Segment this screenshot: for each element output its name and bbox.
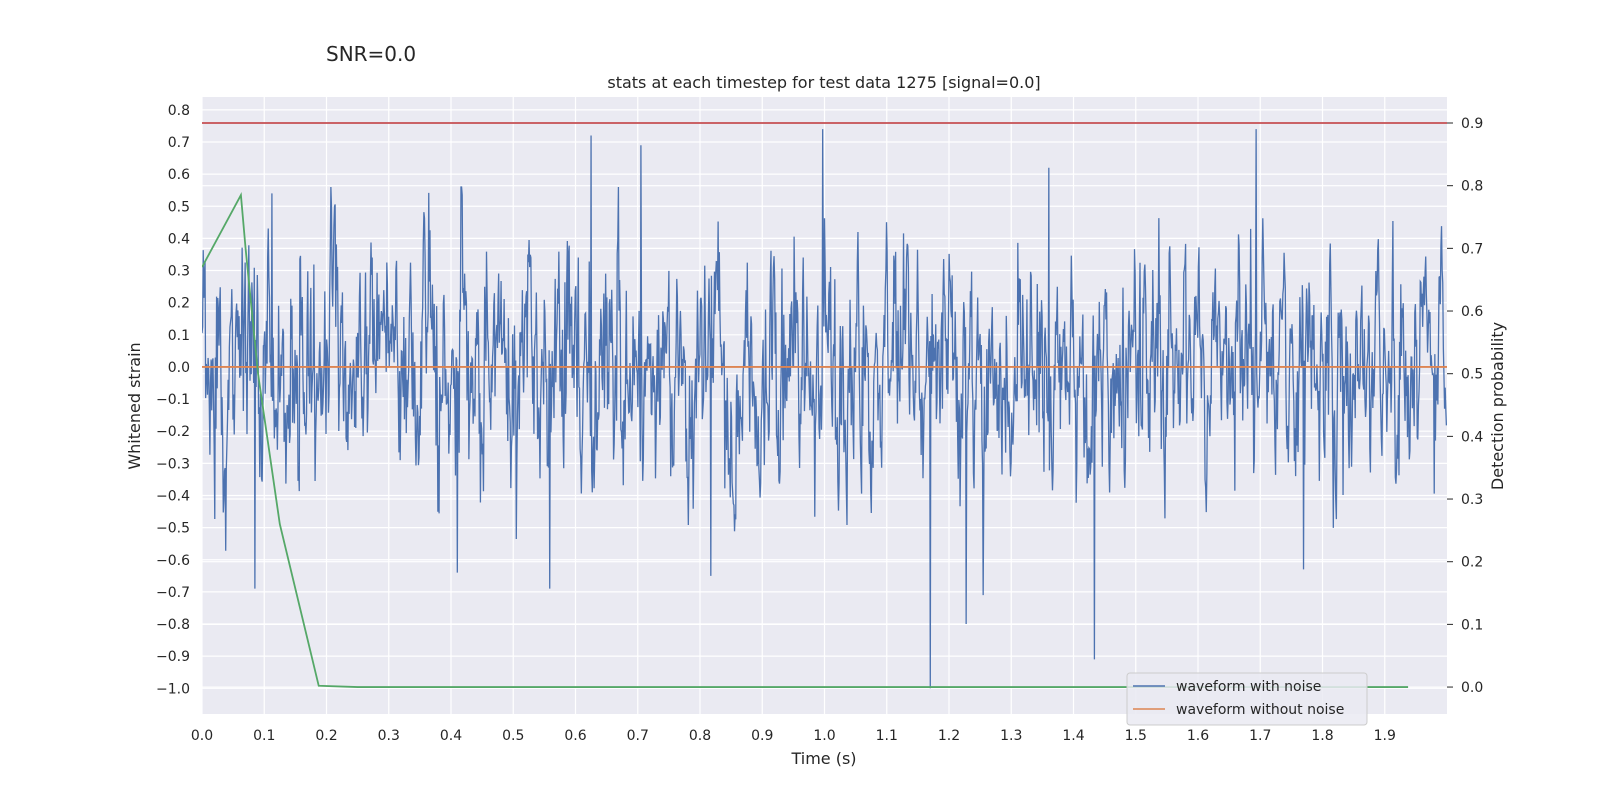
x-tick-label: 0.2	[315, 728, 337, 744]
y-right-tick-label: 0.1	[1461, 617, 1483, 633]
y-tick-label: 0.2	[168, 296, 190, 312]
y-axis-label: Whitened strain	[125, 342, 144, 469]
y-tick-label: 0.3	[168, 264, 190, 280]
y-tick-label: 0.7	[168, 135, 190, 151]
y-tick-label: 0.0	[168, 360, 190, 376]
plot-layer	[202, 122, 1447, 689]
y-right-tick-label: 0.5	[1461, 367, 1483, 383]
x-tick-label: 0.3	[378, 728, 400, 744]
x-tick-label: 0.7	[627, 728, 649, 744]
y-tick-label: −0.1	[156, 392, 190, 408]
y-tick-label: −0.8	[156, 617, 190, 633]
y-axis-right-label: Detection probability	[1488, 322, 1507, 490]
x-axis-label: Time (s)	[790, 749, 856, 768]
y-tick-label: −0.4	[156, 488, 190, 504]
legend: waveform with noise waveform without noi…	[1126, 672, 1368, 726]
y-tick-label: −0.6	[156, 553, 190, 569]
y-tick-label: 0.4	[168, 231, 190, 247]
x-axis-ticks: 0.0 0.1 0.2 0.3 0.4 0.5 0.6 0.7 0.8 0.9 1.0 1.1 1.2 1…	[191, 728, 1396, 744]
y-tick-label: 0.1	[168, 328, 190, 344]
series-detection-probability	[202, 192, 1409, 688]
x-tick-label: 1.2	[938, 728, 960, 744]
y-right-tick-label: 0.3	[1461, 492, 1483, 508]
legend-label-clean: waveform without noise	[1176, 702, 1344, 718]
x-tick-label: 0.5	[502, 728, 524, 744]
x-tick-label: 0.4	[440, 728, 462, 744]
y-tick-label: −0.5	[156, 521, 190, 537]
y-axis-ticks: 0.8 0.7 0.6 0.5 0.4 0.3 0.2 0.1 0.0 −0.1 −0.2 −0.3 −…	[156, 103, 190, 697]
x-tick-label: 1.8	[1311, 728, 1333, 744]
y-right-tick-label: 0.7	[1461, 241, 1483, 257]
y-right-tick-label: 0.6	[1461, 304, 1483, 320]
y-right-tick-label: 0.9	[1461, 116, 1483, 132]
x-tick-label: 1.5	[1125, 728, 1147, 744]
x-tick-label: 1.3	[1000, 728, 1022, 744]
chart-title: stats at each timestep for test data 127…	[607, 73, 1040, 92]
y-tick-label: −1.0	[156, 681, 190, 697]
x-tick-label: 1.1	[876, 728, 898, 744]
x-tick-label: 0.8	[689, 728, 711, 744]
x-tick-label: 1.6	[1187, 728, 1209, 744]
x-tick-label: 1.7	[1249, 728, 1271, 744]
y-right-tick-label: 0.8	[1461, 179, 1483, 195]
x-tick-label: 1.0	[813, 728, 835, 744]
y-right-tick-label: 0.4	[1461, 429, 1483, 445]
x-tick-label: 0.1	[253, 728, 275, 744]
y-axis-right-ticks: 0.9 0.8 0.7 0.6 0.5 0.4 0.3 0.2 0.1 0.0	[1447, 116, 1483, 696]
y-tick-label: 0.8	[168, 103, 190, 119]
y-tick-label: −0.2	[156, 424, 190, 440]
x-tick-label: 1.9	[1374, 728, 1396, 744]
y-right-tick-label: 0.0	[1461, 680, 1483, 696]
legend-label-noise: waveform with noise	[1176, 679, 1321, 695]
y-right-tick-label: 0.2	[1461, 555, 1483, 571]
legend-box	[1126, 672, 1368, 726]
grid-lines	[201, 97, 1447, 714]
series-waveform-with-noise	[202, 129, 1447, 689]
x-tick-label: 0.9	[751, 728, 773, 744]
chart-suptitle: SNR=0.0	[326, 42, 416, 66]
y-tick-label: −0.3	[156, 456, 190, 472]
y-tick-label: 0.6	[168, 167, 190, 183]
x-tick-label: 0.0	[191, 728, 213, 744]
y-tick-label: −0.9	[156, 649, 190, 665]
x-tick-label: 1.4	[1062, 728, 1084, 744]
x-tick-label: 0.6	[564, 728, 586, 744]
y-tick-label: 0.5	[168, 199, 190, 215]
y-tick-label: −0.7	[156, 585, 190, 601]
